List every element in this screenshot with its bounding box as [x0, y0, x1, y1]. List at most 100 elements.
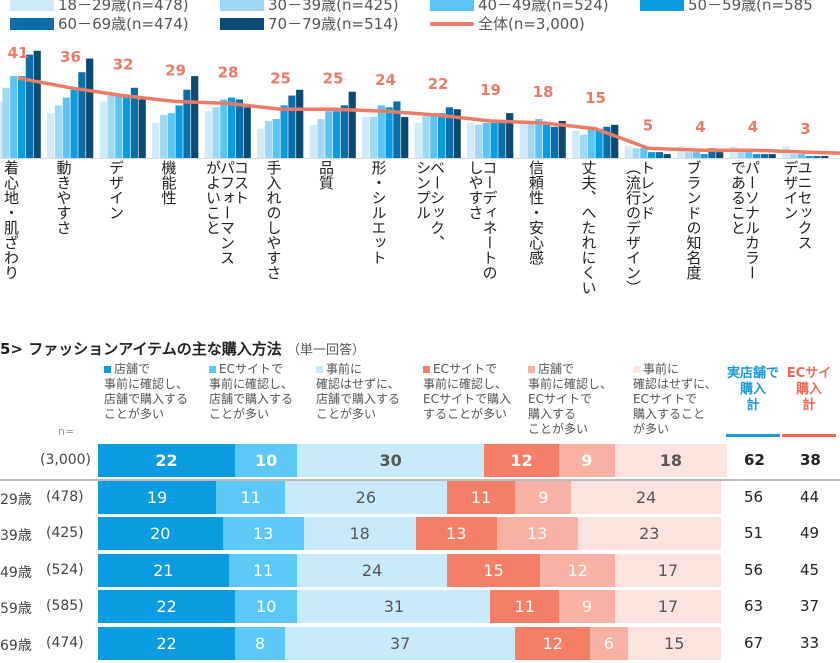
age-bar — [25, 54, 33, 158]
age-bar — [377, 105, 385, 158]
legend-swatch — [640, 0, 684, 11]
bar-segment: 24 — [297, 554, 447, 587]
age-bar — [708, 148, 716, 158]
total-data-label: 19 — [480, 81, 501, 99]
row-total: 33 — [800, 634, 820, 652]
legend-item: 全体(n=3,000) — [430, 13, 585, 34]
age-bar — [280, 105, 288, 158]
legend-item: 70－79歳(n=514) — [220, 13, 399, 34]
legend-swatch — [10, 0, 54, 11]
legend-item: 40－49歳(n=524) — [430, 0, 609, 15]
age-bar — [62, 97, 70, 158]
totals-underline — [726, 434, 780, 437]
row-total: 37 — [800, 597, 820, 615]
age-bar — [498, 122, 506, 158]
totals-underline — [782, 434, 836, 437]
age-bar — [453, 109, 461, 158]
category-label: ユニセックス デザイン — [781, 160, 814, 250]
age-bar — [467, 122, 475, 158]
age-bar — [369, 117, 378, 158]
age-bar — [579, 134, 588, 158]
bar-segment: 13 — [415, 517, 497, 550]
age-bar — [821, 156, 829, 158]
age-bar — [296, 89, 304, 158]
age-bar — [527, 122, 535, 158]
total-data-label: 36 — [60, 48, 81, 66]
age-bar — [107, 95, 115, 158]
age-bar — [325, 111, 333, 158]
bar-segment: 11 — [216, 481, 285, 514]
row-label: 59歳 — [0, 601, 32, 617]
total-data-label: 15 — [585, 89, 606, 107]
bar-segment: 10 — [235, 444, 298, 477]
legend-swatch — [209, 366, 216, 373]
age-bar — [228, 97, 236, 158]
age-bar — [438, 113, 446, 158]
bar-segment: 13 — [496, 517, 578, 550]
row-total: 56 — [744, 488, 764, 506]
legend-swatch — [104, 366, 111, 373]
legend-label: 事前に 確認はせずに、 店舗で購入する ことが多い — [316, 362, 401, 421]
row-total: 49 — [800, 524, 820, 542]
age-bar — [595, 128, 603, 158]
age-bar — [684, 152, 693, 158]
legend-swatch — [423, 366, 430, 373]
age-bar — [348, 91, 356, 158]
totals-header: 実店舗で 購入 計 — [726, 366, 779, 413]
category-label: 手入れのしやすさ — [264, 160, 283, 280]
age-bar — [183, 89, 191, 158]
legend-swatch — [316, 366, 323, 373]
legend-label: ECサイトで 事前に確認し、 ECサイトで購入 することが多い — [423, 362, 511, 421]
age-bar — [99, 101, 107, 158]
bar-segment: 21 — [98, 554, 229, 587]
age-bar — [550, 126, 558, 158]
legend-item: 30－39歳(n=425) — [220, 0, 399, 15]
method-legend-item: 店舗で 事前に確認し、 ECサイトで 購入する ことが多い — [528, 362, 612, 437]
age-bar — [167, 113, 175, 158]
age-bar — [152, 122, 160, 158]
method-legend-item: ECサイトで 事前に確認し、 ECサイトで購入 することが多い — [423, 362, 511, 422]
row-label: 29歳 — [0, 492, 32, 508]
age-bar — [159, 115, 168, 158]
age-bar — [640, 148, 648, 158]
age-bar — [138, 99, 146, 158]
age-bar — [317, 119, 325, 158]
stacked-bar-row: 22 10 31 11 9 17 — [98, 590, 721, 623]
legend-item: 60－69歳(n=474) — [10, 13, 189, 34]
attribute-bar-line-chart: 41 36 32 29 28 25 25 24 22 19 18 15 5 4 4 3 — [0, 44, 840, 159]
age-bar — [700, 154, 708, 158]
category-label: パーソナルカラー であること — [729, 160, 761, 280]
row-total: 56 — [744, 561, 764, 579]
bar-segment: 15 — [627, 627, 721, 660]
age-bar — [813, 156, 821, 158]
legend-label: 事前に 確認はせずに、 ECサイトで 購入すること が多い — [633, 362, 717, 436]
category-label: 信頼性・安心感 — [527, 160, 545, 265]
stacked-bar-row: 20 13 18 13 13 23 — [98, 517, 721, 550]
age-bar — [543, 124, 551, 158]
age-bar — [191, 76, 199, 158]
age-bar — [535, 119, 543, 158]
bar-segment: 26 — [284, 481, 447, 514]
category-label: デザイン — [107, 160, 125, 220]
category-label: 丈夫、へたれにくい — [579, 160, 598, 295]
total-data-label: 29 — [165, 61, 186, 79]
age-bar — [220, 99, 228, 158]
age-bar — [340, 105, 348, 158]
category-label: ブランドの知名度 — [684, 160, 703, 280]
legend-label: 全体(n=3,000) — [478, 15, 585, 33]
age-bar — [572, 130, 580, 158]
age-bar — [797, 154, 805, 158]
age-bar — [632, 148, 640, 158]
bar-segment: 9 — [558, 590, 616, 623]
age-bar — [692, 152, 700, 158]
category-label: 品質 — [317, 160, 335, 190]
age-bar — [414, 122, 422, 158]
bar-segment: 15 — [446, 554, 541, 587]
stacked-bar-row: 22 8 37 12 6 15 — [98, 627, 721, 660]
bar-segment: 12 — [540, 554, 616, 587]
title-text: 5> ファッションアイテムの主な購入方法 — [0, 340, 282, 358]
legend-label: 店舗で 事前に確認し、 店舗で購入する ことが多い — [104, 362, 189, 421]
age-bar — [663, 154, 671, 158]
age-bar — [86, 58, 94, 158]
legend-item: 50－59歳(n=585 — [640, 0, 813, 15]
